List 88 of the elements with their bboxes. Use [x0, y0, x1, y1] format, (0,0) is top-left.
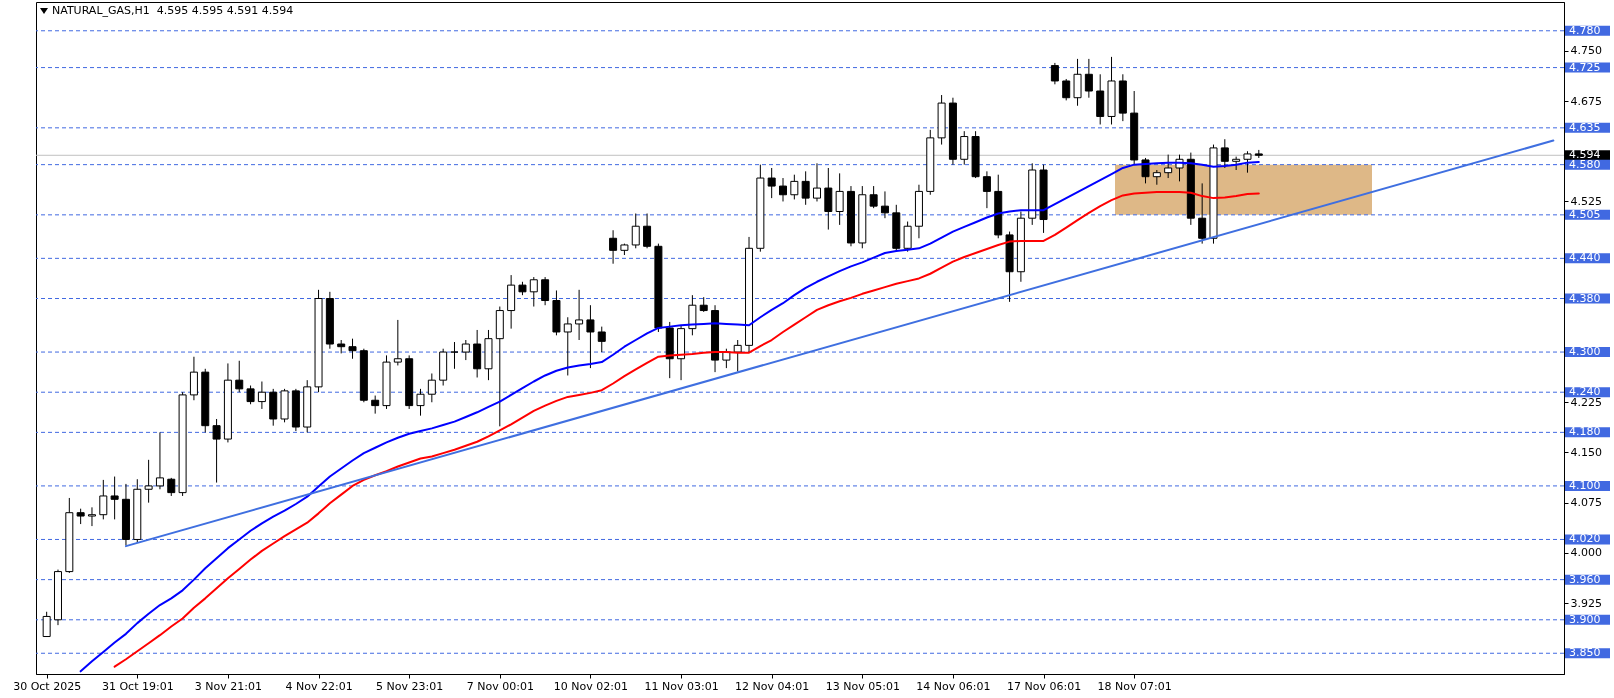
candlestick — [427, 372, 436, 403]
y-tick-label: 3.925 — [1570, 596, 1602, 610]
x-tick-label: 30 Oct 2025 — [13, 679, 82, 693]
x-tick-label: 11 Nov 03:01 — [644, 679, 719, 693]
ref-line-label: 4.580 — [1569, 157, 1601, 171]
candlestick — [371, 395, 380, 415]
candlestick — [1050, 62, 1059, 85]
candlestick — [155, 431, 164, 490]
y-tick-label: 4.000 — [1570, 546, 1602, 560]
candlestick — [812, 162, 821, 202]
candlestick — [1164, 154, 1173, 179]
ref-line-label: 4.725 — [1569, 60, 1601, 74]
candlestick — [563, 316, 572, 376]
y-tick-label: 4.525 — [1570, 194, 1602, 208]
candlestick — [903, 221, 912, 253]
candlestick — [99, 479, 108, 520]
candlestick — [1243, 150, 1252, 174]
ref-line-label: 4.635 — [1569, 120, 1601, 134]
y-tick-label: 4.075 — [1570, 496, 1602, 510]
x-tick-label: 4 Nov 22:01 — [285, 679, 353, 693]
candlestick — [235, 360, 244, 393]
x-tick-label: 18 Nov 07:01 — [1097, 679, 1172, 693]
candlestick — [722, 348, 731, 369]
candlestick — [257, 381, 266, 410]
candlestick — [575, 289, 584, 341]
ref-line-label: 4.380 — [1569, 291, 1601, 305]
candlestick — [1198, 182, 1207, 245]
candlestick — [212, 418, 221, 484]
x-tick-label: 13 Nov 05:01 — [825, 679, 900, 693]
candlestick — [790, 174, 799, 200]
candlestick — [42, 611, 51, 638]
candlestick — [733, 339, 742, 372]
candlestick — [960, 130, 969, 166]
candlestick — [246, 385, 255, 405]
ref-line-label: 4.180 — [1569, 425, 1601, 439]
candlestick — [110, 476, 119, 520]
ref-line-label: 3.850 — [1569, 646, 1601, 660]
y-tick-label: 4.150 — [1570, 445, 1602, 459]
candlestick — [416, 388, 425, 417]
candlestick — [1141, 157, 1150, 184]
chart-title: NATURAL_GAS,H1 4.595 4.595 4.591 4.594 — [52, 4, 294, 17]
candlestick — [1073, 58, 1082, 107]
candlestick — [880, 190, 889, 219]
candlestick — [450, 341, 459, 370]
candlestick — [1220, 138, 1229, 169]
ref-line-label: 4.020 — [1569, 532, 1601, 546]
x-tick-label: 12 Nov 04:01 — [735, 679, 810, 693]
ref-line-label: 3.900 — [1569, 612, 1601, 626]
candlestick — [982, 170, 991, 209]
candlestick — [779, 177, 788, 202]
candlestick — [643, 213, 652, 249]
x-tick-label: 7 Nov 00:01 — [466, 679, 534, 693]
x-tick-label: 17 Nov 06:01 — [1006, 679, 1082, 693]
candlestick — [461, 339, 470, 361]
ref-line-label: 4.300 — [1569, 345, 1601, 359]
candlestick — [87, 506, 96, 527]
candlestick — [609, 229, 618, 265]
ref-line-label: 4.100 — [1569, 478, 1601, 492]
y-tick-label: 4.675 — [1570, 94, 1602, 108]
candlestick — [835, 172, 844, 226]
candlestick — [348, 338, 357, 360]
ref-line-label: 4.780 — [1569, 23, 1601, 37]
candlestick — [144, 459, 153, 504]
ref-line-label: 4.440 — [1569, 251, 1601, 265]
ref-line-label: 3.960 — [1569, 572, 1601, 586]
candlestick — [167, 477, 176, 497]
x-tick-label: 14 Nov 06:01 — [916, 679, 991, 693]
candlestick — [189, 356, 198, 401]
candlestick — [529, 276, 538, 308]
ref-line-label: 4.505 — [1569, 207, 1601, 221]
candlestick — [597, 326, 606, 353]
candlestick — [586, 304, 595, 369]
candlestick — [688, 294, 697, 336]
candlestick — [631, 213, 640, 249]
candlestick — [1084, 58, 1093, 99]
y-tick-label: 4.750 — [1570, 44, 1602, 58]
candlestick — [869, 185, 878, 209]
x-tick-label: 10 Nov 02:01 — [553, 679, 629, 693]
candlestick — [767, 167, 776, 199]
x-tick-label: 5 Nov 23:01 — [376, 679, 444, 693]
candlestick — [541, 276, 550, 306]
x-tick-label: 3 Nov 21:01 — [194, 679, 262, 693]
candlestick — [1232, 156, 1241, 171]
candlestick — [1062, 78, 1071, 101]
x-tick-label: 31 Oct 19:01 — [101, 679, 174, 693]
candlestick — [824, 167, 833, 231]
candlestick — [393, 319, 402, 366]
candlestick — [801, 170, 810, 206]
